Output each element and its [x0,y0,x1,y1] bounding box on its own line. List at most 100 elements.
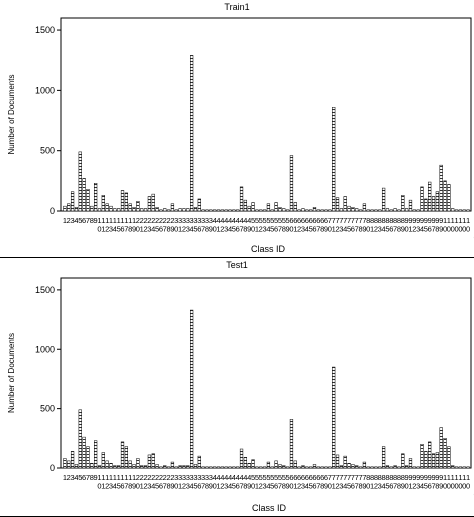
x-tick-label: 3 [109,482,113,491]
bar-class-36 [197,455,201,469]
x-tick-label: 8 [128,482,132,491]
bar-class-29 [170,461,175,469]
bar-class-74 [343,455,347,469]
bar-class-56 [274,460,278,469]
x-tick-label: 8 [397,216,401,225]
bar-class-86 [389,466,393,469]
x-tick-label: 1 [101,216,105,225]
x-tick-label: 1 [370,225,374,234]
bar-class-49 [247,463,251,469]
x-tick-label: 1 [454,216,458,225]
x-tick-label: 2 [335,482,339,491]
x-tick-label: 0 [213,225,217,234]
x-tick-label: 8 [397,482,401,491]
bar-class-19 [132,207,136,212]
x-tick-label: 8 [205,225,209,234]
x-tick-label: 6 [82,473,86,482]
bar-class-103 [454,209,459,212]
bar-class-59 [285,466,290,469]
bar-class-106 [466,209,470,212]
x-tick-label: 6 [236,482,240,491]
x-tick-label: 2 [297,482,301,491]
bar-class-9 [94,183,98,212]
x-tick-label: 0 [289,225,293,234]
x-tick-label: 2 [140,473,144,482]
x-tick-label: 6 [236,225,240,234]
x-tick-label: 1 [466,216,470,225]
x-tick-label: 6 [197,482,201,491]
x-tick-label: 0 [462,225,466,234]
x-tick-label: 1 [462,473,466,482]
x-tick-label: 8 [90,473,94,482]
x-tick-label: 6 [293,473,297,482]
x-tick-label: 6 [309,473,313,482]
x-tick-label: 6 [324,216,328,225]
x-tick-label: 9 [412,216,416,225]
x-tick-label: 9 [94,473,98,482]
bar-class-99 [439,427,443,469]
bar-class-67 [316,466,320,469]
bar-class-44 [228,209,232,212]
x-tick-label: 0 [451,225,455,234]
x-tick-label: 7 [351,216,355,225]
x-tick-label: 6 [312,473,316,482]
x-tick-label: 9 [416,216,420,225]
x-tick-label: 5 [385,225,389,234]
x-tick-label: 6 [301,473,305,482]
x-tick-label: 1 [293,225,297,234]
bar-class-39 [209,209,213,212]
x-tick-label: 4 [216,216,220,225]
bar-class-31 [178,465,182,469]
x-tick-label: 8 [393,473,397,482]
bar-class-33 [186,465,190,469]
bar-class-39 [209,466,213,469]
x-tick-label: 7 [431,225,435,234]
x-tick-label: 2 [412,225,416,234]
x-tick-label: 3 [209,473,213,482]
bar-class-70 [328,209,332,212]
bar-class-52 [259,466,263,469]
bar-class-53 [262,466,267,469]
x-tick-label: 3 [416,482,420,491]
bar-class-101 [447,446,451,469]
x-tick-label: 0 [462,482,466,491]
x-tick-label: 2 [170,216,174,225]
x-tick-label: 4 [228,225,232,234]
bar-class-62 [297,466,301,469]
x-tick-label: 8 [358,225,362,234]
x-tick-label: 8 [366,473,370,482]
bar-class-10 [97,465,102,469]
x-tick-label: 9 [209,225,213,234]
x-tick-label: 4 [420,225,424,234]
x-tick-label: 4 [232,473,236,482]
x-tick-label: 8 [378,216,382,225]
x-tick-label: 3 [193,473,197,482]
x-tick-label: 3 [178,473,182,482]
bar-class-48 [243,457,248,469]
x-tick-label: 9 [405,216,409,225]
x-tick-label: 5 [270,216,274,225]
x-tick-label: 9 [94,216,98,225]
bar-class-81 [370,209,374,212]
bar-class-3 [70,451,75,469]
x-tick-label: 9 [247,225,251,234]
x-tick-label: 4 [113,225,117,234]
x-tick-label: 6 [297,216,301,225]
bar-class-22 [143,208,148,212]
bar-class-103 [454,466,459,469]
x-tick-label: 8 [320,225,324,234]
bar-class-80 [366,209,370,212]
x-tick-label: 7 [239,482,243,491]
bar-class-5 [78,151,82,212]
x-tick-label: 6 [289,473,293,482]
x-tick-label: 5 [259,473,263,482]
x-tick-label: 5 [251,473,255,482]
x-tick-label: 1 [97,473,101,482]
bar-class-18 [128,460,132,469]
x-tick-label: 2 [220,225,224,234]
x-tick-label: 1 [458,473,462,482]
bar-class-64 [305,466,309,469]
x-tick-label: 8 [385,216,389,225]
y-tick-label: 0 [50,206,55,216]
x-tick-label: 3 [186,482,190,491]
